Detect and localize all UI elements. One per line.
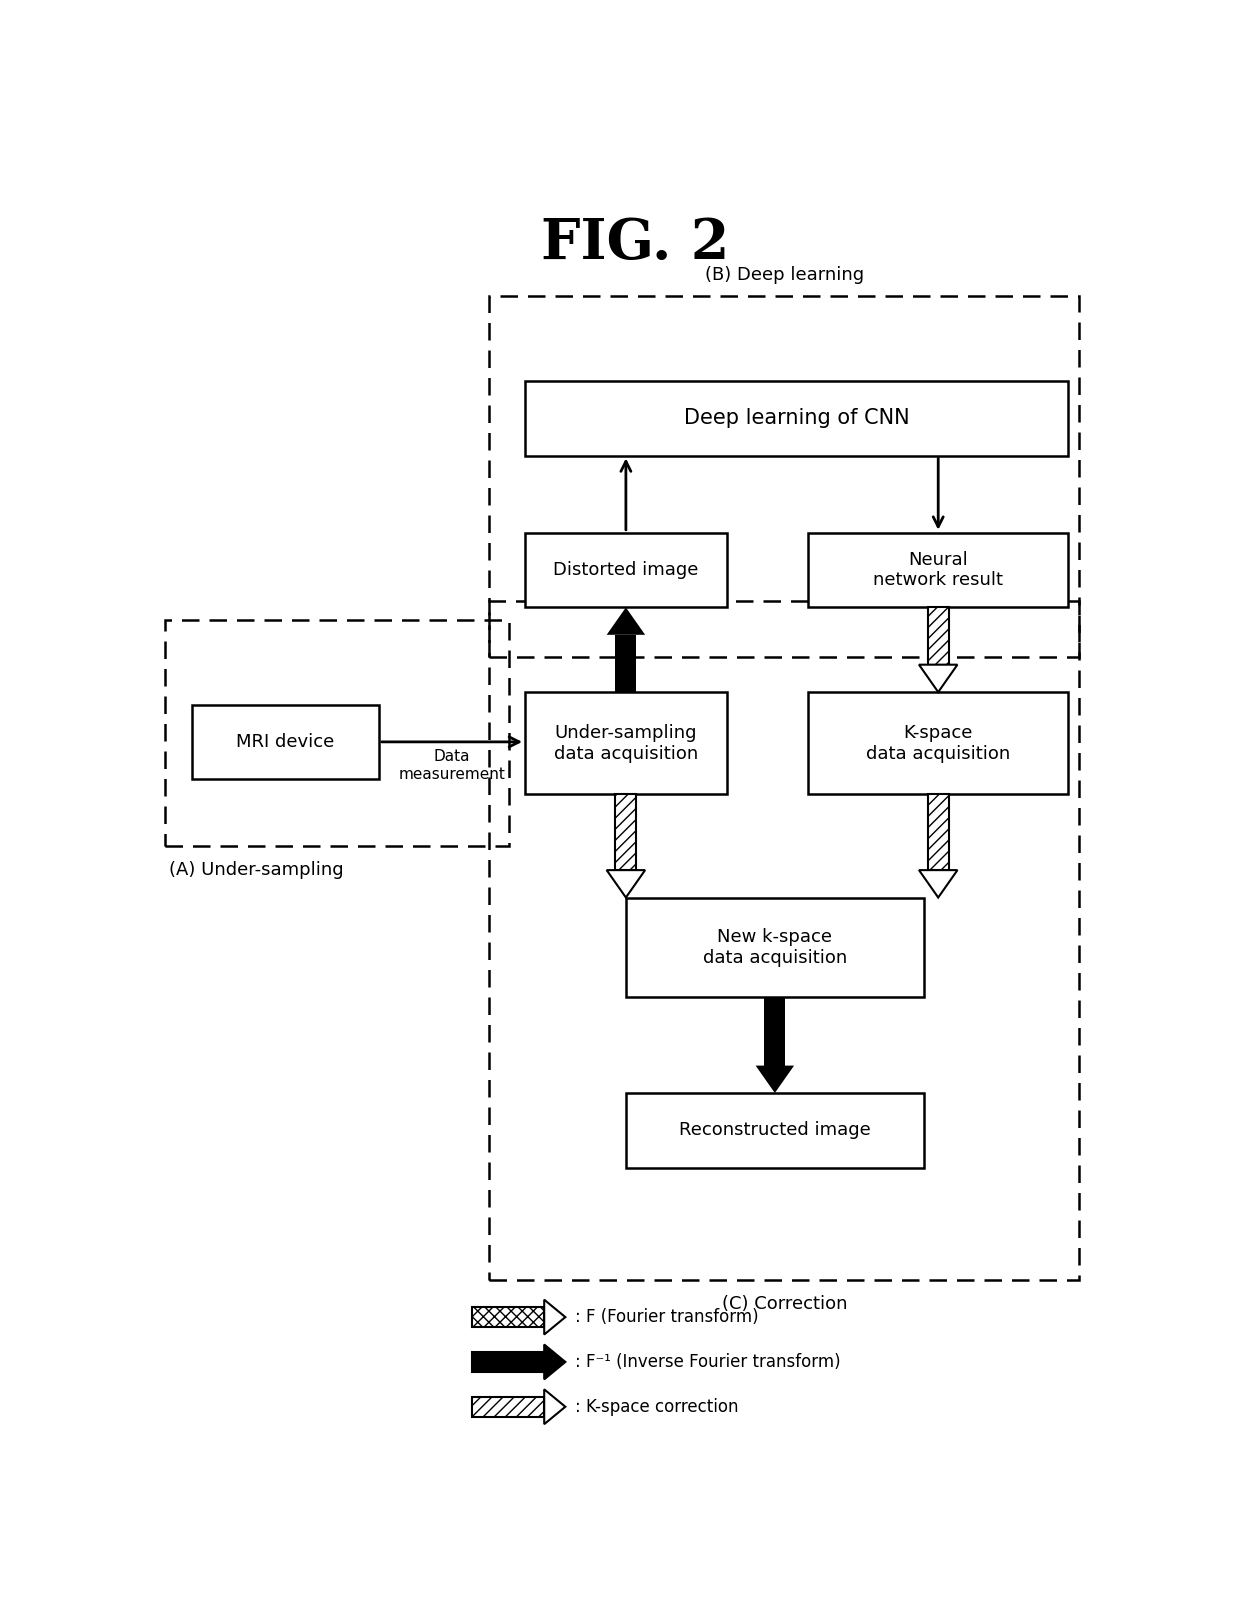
Bar — [615, 794, 636, 870]
Bar — [808, 692, 1068, 794]
FancyArrow shape — [544, 1344, 565, 1379]
FancyArrow shape — [544, 1300, 565, 1334]
Bar — [525, 532, 727, 608]
Text: K-space
data acquisition: K-space data acquisition — [866, 724, 1011, 763]
FancyArrow shape — [919, 665, 957, 692]
Text: : F⁻¹ (Inverse Fourier transform): : F⁻¹ (Inverse Fourier transform) — [575, 1353, 841, 1371]
Text: Data
measurement: Data measurement — [398, 749, 506, 781]
Bar — [525, 380, 1068, 456]
Bar — [626, 897, 924, 998]
Bar — [928, 794, 949, 870]
Bar — [472, 1352, 544, 1371]
FancyArrow shape — [755, 1066, 794, 1093]
Bar — [490, 602, 1080, 1279]
Text: : K-space correction: : K-space correction — [575, 1397, 739, 1416]
Text: Neural
network result: Neural network result — [873, 551, 1003, 590]
Text: Under-sampling
data acquisition: Under-sampling data acquisition — [554, 724, 698, 763]
Text: (B) Deep learning: (B) Deep learning — [704, 265, 864, 283]
FancyArrow shape — [919, 870, 957, 897]
Text: New k-space
data acquisition: New k-space data acquisition — [703, 928, 847, 967]
Text: MRI device: MRI device — [236, 733, 335, 750]
Bar — [808, 532, 1068, 608]
Bar — [191, 705, 379, 779]
Text: FIG. 2: FIG. 2 — [542, 217, 729, 272]
Bar — [165, 619, 508, 846]
Bar — [472, 1397, 544, 1416]
FancyArrow shape — [606, 870, 645, 897]
Text: (C) Correction: (C) Correction — [722, 1295, 847, 1313]
Text: Reconstructed image: Reconstructed image — [680, 1121, 870, 1140]
Text: (A) Under-sampling: (A) Under-sampling — [170, 862, 343, 880]
Bar — [490, 296, 1080, 657]
Bar — [928, 608, 949, 665]
Text: Deep learning of CNN: Deep learning of CNN — [683, 407, 909, 429]
Bar — [764, 998, 785, 1066]
Text: Distorted image: Distorted image — [553, 561, 698, 579]
Bar — [525, 692, 727, 794]
Bar — [615, 635, 636, 692]
Bar — [626, 1093, 924, 1167]
Text: : F (Fourier transform): : F (Fourier transform) — [575, 1308, 759, 1326]
Bar — [472, 1307, 544, 1328]
FancyArrow shape — [606, 608, 645, 635]
FancyArrow shape — [544, 1389, 565, 1425]
